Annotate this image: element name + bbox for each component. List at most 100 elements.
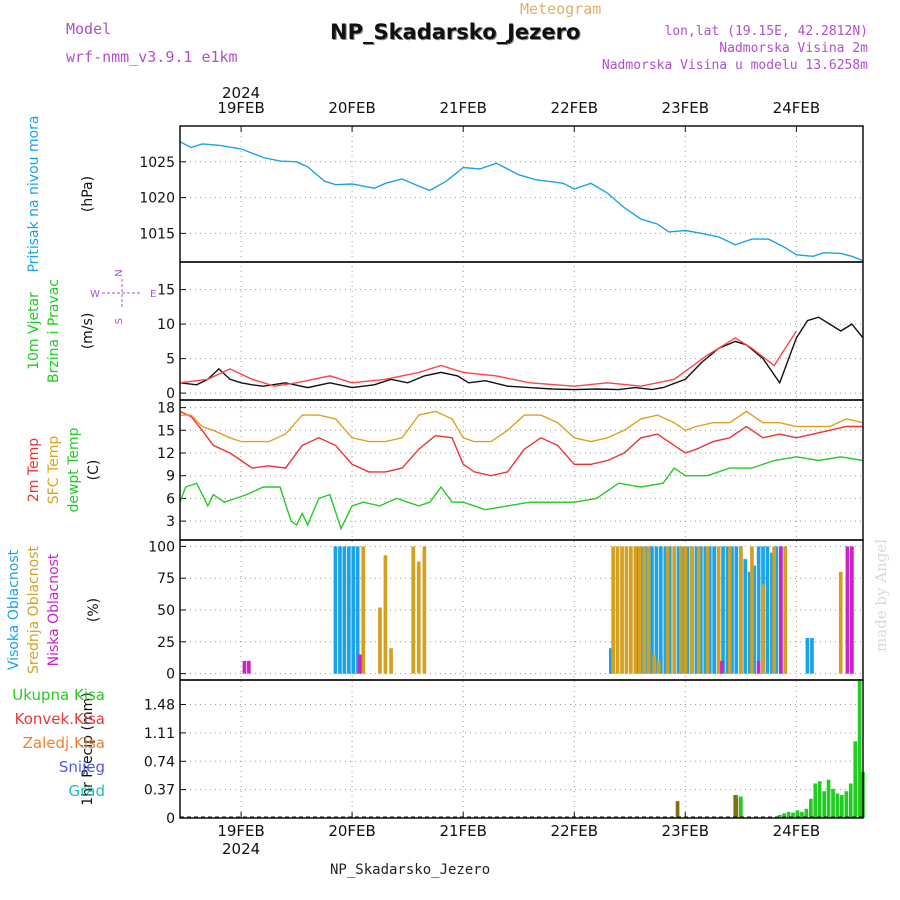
- precip-bar: [826, 779, 831, 818]
- cloud-bar: [805, 638, 810, 674]
- temperature-ylabel: SFC Temp: [46, 436, 62, 505]
- cloud-bar: [739, 546, 743, 674]
- precip-legend-item: Zaledj.Kisa: [23, 734, 105, 752]
- temperature-ylabel: 2m Temp: [26, 438, 42, 502]
- wind-series-line: [179, 316, 864, 391]
- cloud-bar: [620, 546, 624, 674]
- cloud-bar: [609, 648, 613, 674]
- cloud-bar: [725, 546, 730, 674]
- year-label-top: 2024: [222, 84, 260, 102]
- cloud-ytick-label: 75: [157, 571, 175, 587]
- wind-ytick-label: 15: [157, 283, 175, 299]
- cloud-bar: [383, 555, 388, 674]
- day-label-bottom: 19FEB: [217, 822, 264, 840]
- cloud-bar: [743, 559, 748, 674]
- cloud-bar: [347, 546, 351, 674]
- cloud-bar: [416, 561, 421, 674]
- temperature-ytick-label: 3: [166, 514, 175, 530]
- cloud-bar: [351, 546, 356, 674]
- precip-ytick-label: 0: [166, 811, 175, 827]
- chart-title: NP_Skadarsko_Jezero: [330, 20, 581, 44]
- precip-legend-item: Ukupna Kisa: [12, 686, 105, 704]
- temperature-ytick-label: 12: [157, 446, 175, 462]
- day-label-top: 22FEB: [551, 99, 598, 117]
- temperature-ytick-label: 9: [166, 469, 175, 485]
- temperature-series-line: [179, 410, 863, 477]
- day-label-top: 23FEB: [662, 99, 709, 117]
- cloud-ylabel: (%): [86, 598, 102, 622]
- precip-bar: [831, 788, 835, 818]
- cloud-bar: [730, 546, 734, 674]
- temperature-series-line: [179, 456, 864, 531]
- cloud-bar: [772, 546, 776, 674]
- cloud-ytick-label: 0: [166, 667, 175, 683]
- cloud-bar: [690, 546, 694, 674]
- cloud-bar: [629, 546, 633, 674]
- cloud-bar: [679, 546, 683, 674]
- cloud-bar: [727, 546, 732, 674]
- cloud-bar: [389, 648, 393, 674]
- cloud-bar: [838, 571, 843, 674]
- cloud-bar: [422, 546, 427, 674]
- cloud-bar: [734, 546, 739, 674]
- cloud-ytick-label: 25: [157, 635, 175, 651]
- pressure-ylabel: Pritisak na nivou mora: [26, 115, 42, 272]
- cloud-bar: [810, 638, 814, 674]
- precip-ytick-label: 0.74: [144, 754, 175, 770]
- wind-frame: [179, 261, 864, 401]
- cloud-bar: [663, 546, 668, 674]
- cloud-bar: [705, 546, 710, 674]
- precip-bar: [739, 796, 743, 818]
- model-elevation-label: Nadmorska Visina u modelu 13.6258m: [601, 58, 868, 73]
- cloud-bar: [355, 546, 360, 674]
- precip-bar: [804, 808, 809, 818]
- model-value: wrf-nmm_v3.9.1 e1km: [66, 48, 238, 66]
- footer-station-name: NP_Skadarsko_Jezero: [330, 862, 491, 878]
- cloud-bar: [672, 546, 677, 674]
- precip-bar: [675, 801, 680, 818]
- cloud-bar: [707, 546, 712, 674]
- day-label-top: 20FEB: [328, 99, 375, 117]
- precip-bar: [777, 814, 782, 818]
- precip-bar: [791, 812, 795, 818]
- cloud-bar: [845, 546, 850, 674]
- day-label-top: 24FEB: [773, 99, 820, 117]
- precip-ytick-label: 0.37: [144, 783, 175, 799]
- precip-bar: [813, 783, 818, 818]
- precip-bar: [822, 791, 826, 818]
- cloud-bar: [685, 546, 690, 674]
- cloud-bar: [637, 546, 642, 674]
- cloud-ylabel: Visoka Oblacnost: [6, 549, 22, 670]
- precip-bar: [782, 813, 786, 818]
- cloud-bar: [242, 660, 247, 674]
- year-label-bottom: 2024: [222, 840, 260, 858]
- pressure-ylabel: (hPa): [80, 176, 96, 212]
- day-label-top: 21FEB: [439, 99, 486, 117]
- precip-bar: [840, 795, 844, 818]
- cloud-bar: [779, 546, 783, 674]
- compass-west: W: [90, 289, 100, 300]
- wind-ytick-label: 10: [157, 317, 175, 333]
- precip-frame: [179, 679, 864, 819]
- cloud-bar: [681, 546, 685, 674]
- cloud-ytick-label: 50: [157, 603, 175, 619]
- cloud-bar: [411, 546, 416, 674]
- pressure-ytick-label: 1020: [139, 191, 175, 207]
- cloud-bar: [615, 546, 620, 674]
- cloud-bar: [721, 546, 725, 674]
- temperature-ylabel: dewpt Temp: [66, 427, 82, 512]
- day-label-bottom: 21FEB: [439, 822, 486, 840]
- cloud-ylabel: Niska Oblacnost: [46, 553, 62, 666]
- pressure-ytick-label: 1015: [139, 226, 175, 242]
- day-label-bottom: 20FEB: [328, 822, 375, 840]
- chart-subtitle: Meteogram: [520, 0, 602, 18]
- precip-ylabel: 1hr Precip (mm): [80, 692, 96, 805]
- precip-bar: [809, 798, 813, 818]
- precip-legend-item: Grad: [68, 782, 105, 800]
- cloud-bar: [378, 607, 382, 674]
- cloud-ylabel: Srednja Oblacnost: [26, 546, 42, 674]
- precip-legend-item: Konvek.Kisa: [15, 710, 105, 728]
- cloud-bar: [716, 546, 721, 674]
- precip-bar: [817, 781, 822, 818]
- cloud-bar: [750, 546, 754, 674]
